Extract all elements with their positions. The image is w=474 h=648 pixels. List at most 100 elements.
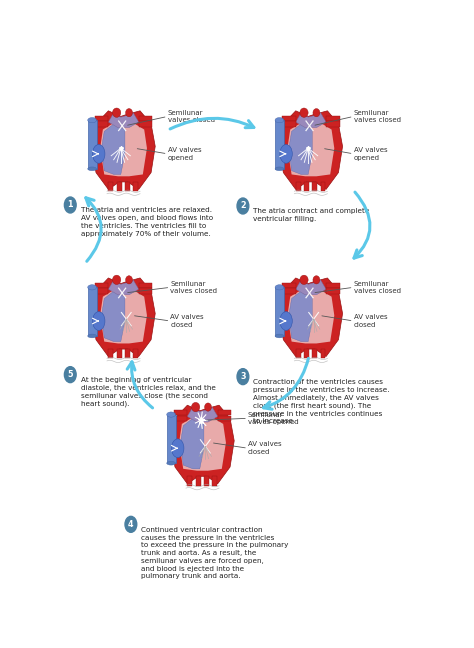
Polygon shape xyxy=(296,113,326,128)
Ellipse shape xyxy=(275,334,284,338)
Polygon shape xyxy=(101,291,125,341)
Ellipse shape xyxy=(112,275,121,284)
Ellipse shape xyxy=(167,412,175,417)
FancyArrowPatch shape xyxy=(170,119,254,129)
Bar xyxy=(139,288,153,294)
Ellipse shape xyxy=(275,284,284,290)
Polygon shape xyxy=(100,122,147,176)
Bar xyxy=(282,116,296,121)
Bar xyxy=(173,415,187,421)
Text: The atria contract and complete
ventricular filling.: The atria contract and complete ventricu… xyxy=(253,209,370,222)
Polygon shape xyxy=(100,289,147,343)
Ellipse shape xyxy=(280,145,292,163)
Text: AV valves
opened: AV valves opened xyxy=(168,147,201,161)
Ellipse shape xyxy=(88,167,97,170)
FancyArrowPatch shape xyxy=(354,192,370,258)
FancyArrowPatch shape xyxy=(264,358,309,410)
Bar xyxy=(95,121,109,126)
Polygon shape xyxy=(279,278,343,356)
Bar xyxy=(296,349,301,358)
Polygon shape xyxy=(187,407,218,422)
Ellipse shape xyxy=(205,403,211,411)
Polygon shape xyxy=(101,124,125,174)
Polygon shape xyxy=(287,289,334,343)
Ellipse shape xyxy=(126,275,133,284)
Bar xyxy=(109,182,113,191)
Bar xyxy=(139,121,153,126)
FancyArrowPatch shape xyxy=(86,198,101,261)
Ellipse shape xyxy=(167,461,175,465)
Text: Continued ventricular contraction
causes the pressure in the ventricles
to excee: Continued ventricular contraction causes… xyxy=(141,527,289,579)
Bar xyxy=(326,288,340,294)
Polygon shape xyxy=(109,280,139,295)
Bar xyxy=(304,182,309,191)
Text: Semilunar
valves closed: Semilunar valves closed xyxy=(354,281,401,294)
Bar xyxy=(133,349,138,358)
Ellipse shape xyxy=(300,275,308,284)
Bar xyxy=(320,349,326,358)
Polygon shape xyxy=(289,124,312,174)
Circle shape xyxy=(125,516,137,532)
Ellipse shape xyxy=(92,312,105,330)
Ellipse shape xyxy=(275,117,284,122)
Bar xyxy=(125,349,130,358)
Bar xyxy=(125,182,130,191)
Ellipse shape xyxy=(313,109,320,117)
Text: Semilunar
valves closed: Semilunar valves closed xyxy=(354,110,401,123)
Text: 1: 1 xyxy=(67,200,73,209)
Polygon shape xyxy=(279,111,343,189)
Bar xyxy=(326,121,340,126)
Text: 4: 4 xyxy=(128,520,134,529)
Text: AV valves
closed: AV valves closed xyxy=(170,314,204,328)
Text: Semilunar
valves closed: Semilunar valves closed xyxy=(168,110,215,123)
Text: AV valves
closed: AV valves closed xyxy=(354,314,387,328)
Bar xyxy=(173,410,187,415)
Text: Semilunar
valves closed: Semilunar valves closed xyxy=(170,281,218,294)
Bar xyxy=(109,349,113,358)
Bar xyxy=(304,349,309,358)
Polygon shape xyxy=(92,111,155,189)
Ellipse shape xyxy=(112,108,121,117)
Bar xyxy=(320,182,326,191)
Bar xyxy=(88,287,97,336)
Polygon shape xyxy=(181,419,204,469)
Ellipse shape xyxy=(88,334,97,338)
Ellipse shape xyxy=(88,284,97,290)
Bar xyxy=(117,182,122,191)
Ellipse shape xyxy=(275,167,284,170)
Circle shape xyxy=(64,367,76,382)
Bar xyxy=(167,415,175,463)
Polygon shape xyxy=(287,122,334,176)
Circle shape xyxy=(237,369,249,385)
Text: Contraction of the ventricles causes
pressure in the ventricles to increase.
Alm: Contraction of the ventricles causes pre… xyxy=(253,379,390,424)
Bar xyxy=(218,410,231,415)
Circle shape xyxy=(237,198,249,214)
Bar xyxy=(212,476,217,485)
Bar xyxy=(282,121,296,126)
Bar xyxy=(326,283,340,288)
Bar xyxy=(139,116,153,121)
Bar xyxy=(95,288,109,294)
Ellipse shape xyxy=(313,275,320,284)
Text: Semilunar
valves opened: Semilunar valves opened xyxy=(248,411,299,425)
Bar xyxy=(326,116,340,121)
Bar xyxy=(139,283,153,288)
Text: AV valves
opened: AV valves opened xyxy=(354,147,387,161)
Ellipse shape xyxy=(191,402,200,411)
Bar xyxy=(95,283,109,288)
Bar xyxy=(218,415,231,421)
Text: AV valves
closed: AV valves closed xyxy=(248,441,282,455)
Ellipse shape xyxy=(280,312,292,330)
Text: The atria and ventricles are relaxed.
AV valves open, and blood flows into
the v: The atria and ventricles are relaxed. AV… xyxy=(81,207,213,237)
Ellipse shape xyxy=(172,439,184,457)
Ellipse shape xyxy=(88,117,97,122)
Circle shape xyxy=(64,197,76,213)
Bar xyxy=(95,116,109,121)
Ellipse shape xyxy=(300,108,308,117)
Bar xyxy=(275,287,284,336)
Ellipse shape xyxy=(92,145,105,163)
Bar xyxy=(312,182,317,191)
Bar xyxy=(204,476,209,485)
Bar xyxy=(117,349,122,358)
Polygon shape xyxy=(179,417,226,470)
